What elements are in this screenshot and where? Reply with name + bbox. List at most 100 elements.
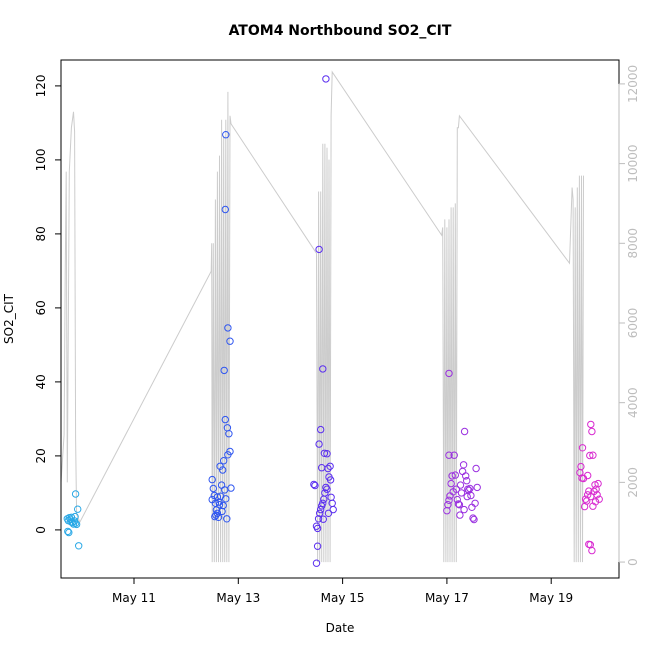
y-tick-label: 120 [34, 74, 48, 97]
data-point [311, 481, 319, 490]
data-point [584, 471, 592, 480]
chart-title: ATOM4 Northbound SO2_CIT [229, 23, 452, 39]
data-point [588, 427, 596, 436]
data-point [452, 485, 460, 493]
data-point [216, 462, 224, 470]
data-point [319, 499, 327, 507]
data-point [467, 491, 475, 500]
data-point [221, 205, 230, 214]
data-point [220, 457, 228, 465]
data-point [71, 512, 79, 521]
data-point [470, 515, 478, 524]
y2-tick-label: 4000 [626, 387, 640, 418]
data-point [322, 75, 330, 83]
y2-tick-label: 10000 [626, 145, 640, 183]
y2-axis: 0 2000 4000 6000 8000 10000 12000 [618, 65, 640, 566]
secondary-series-line [60, 70, 584, 563]
data-point [208, 475, 216, 484]
x-tick-label: May 11 [112, 591, 156, 605]
y2-tick-label: 2000 [626, 467, 640, 498]
data-point [471, 499, 479, 507]
data-point [459, 461, 468, 469]
x-tick-label: May 17 [425, 591, 469, 605]
x-tick-label: May 19 [529, 591, 573, 605]
y-tick-label: 0 [34, 526, 48, 534]
data-point [445, 496, 453, 504]
data-point [227, 484, 235, 492]
data-point [312, 559, 321, 567]
y-axis-label: SO2_CIT [2, 293, 16, 344]
data-point [212, 511, 220, 519]
data-point [445, 369, 453, 378]
data-point [460, 427, 469, 436]
data-point [450, 451, 458, 459]
data-point [223, 424, 232, 432]
data-point [472, 464, 480, 473]
data-point [329, 505, 337, 514]
data-point [451, 471, 459, 479]
data-point [443, 507, 451, 515]
data-point [215, 501, 224, 509]
data-point [323, 450, 331, 458]
data-point [318, 464, 326, 472]
data-point [317, 505, 325, 514]
data-point [313, 524, 322, 533]
data-point [319, 365, 327, 373]
y-tick-label: 80 [34, 226, 48, 241]
data-point [463, 477, 471, 485]
data-point [578, 444, 587, 452]
data-point [313, 542, 322, 550]
data-point [591, 498, 600, 506]
data-point [595, 495, 603, 503]
data-point [586, 451, 594, 460]
data-point [220, 366, 228, 375]
data-point [445, 451, 453, 459]
data-point [453, 495, 461, 504]
data-point [222, 495, 230, 503]
data-point [314, 515, 323, 523]
data-point [215, 498, 223, 506]
y2-tick-label: 6000 [626, 308, 640, 339]
data-point [466, 484, 474, 493]
data-point [315, 245, 323, 254]
data-point [67, 518, 75, 526]
data-point [321, 489, 329, 497]
data-point [64, 527, 72, 536]
data-point [455, 501, 464, 509]
y-tick-label: 20 [34, 448, 48, 463]
data-point [74, 505, 82, 513]
data-point [460, 505, 468, 514]
data-point [224, 324, 232, 332]
y-tick-label: 60 [34, 300, 48, 315]
data-point [469, 514, 477, 522]
y-axis: 0 20 40 60 80 100 120 [34, 74, 62, 534]
points-layer [63, 75, 603, 567]
data-point [594, 479, 602, 488]
y2-tick-label: 12000 [626, 65, 640, 103]
data-point [456, 481, 465, 489]
data-point [447, 479, 455, 488]
data-point [587, 492, 595, 501]
data-point [315, 440, 323, 448]
data-point [219, 466, 227, 474]
x-axis-label: Date [326, 621, 355, 635]
data-point [310, 480, 318, 489]
data-point [444, 501, 452, 509]
data-point [458, 467, 467, 476]
data-point [323, 485, 331, 493]
data-point [213, 493, 222, 501]
data-point [223, 515, 231, 523]
plot-frame [60, 59, 620, 579]
data-point [317, 425, 325, 434]
y2-tick-label: 8000 [626, 228, 640, 259]
data-point [326, 462, 334, 470]
data-point [588, 546, 596, 555]
data-point [327, 493, 335, 501]
data-point [226, 337, 234, 345]
data-point [322, 483, 330, 492]
data-point [320, 449, 329, 457]
data-point [577, 462, 585, 471]
data-point [221, 415, 230, 424]
data-point [324, 509, 333, 517]
